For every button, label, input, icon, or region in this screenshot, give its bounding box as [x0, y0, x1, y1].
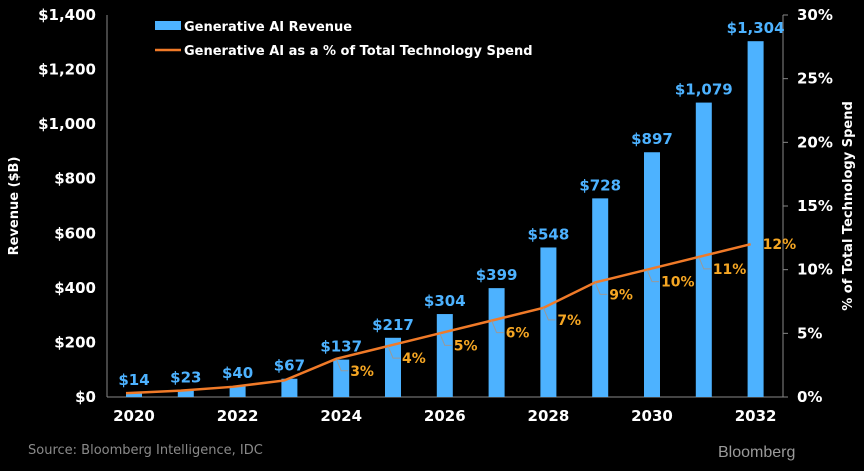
percent-label: 12%	[763, 237, 797, 253]
y2-tick-label: 5%	[797, 324, 822, 342]
bar-value-label: $304	[424, 292, 466, 310]
y-tick-label: $1,200	[38, 61, 96, 79]
bar	[747, 41, 764, 398]
bar	[436, 314, 453, 397]
y2-tick-label: 15%	[797, 197, 833, 215]
y2-tick-label: 0%	[797, 388, 822, 406]
bar-value-label: $40	[222, 364, 253, 382]
bar-value-label: $23	[170, 369, 201, 387]
label-leader	[542, 307, 556, 321]
bar-value-label: $137	[320, 338, 362, 356]
bar	[385, 337, 401, 397]
bar-value-label: $897	[631, 130, 673, 148]
x-tick-label: 2032	[735, 407, 777, 425]
bar-value-label: $728	[579, 176, 621, 194]
legend-label: Generative AI as a % of Total Technology…	[184, 44, 533, 59]
x-tick-label: 2024	[320, 407, 362, 425]
bar-value-label: $399	[476, 266, 518, 284]
label-leader	[439, 333, 452, 346]
bar-value-label: $548	[528, 225, 570, 243]
percent-label: 11%	[713, 262, 747, 278]
y-tick-label: $1,000	[38, 115, 96, 133]
y-axis-title: Revenue ($B)	[7, 157, 22, 256]
bar-value-label: $14	[118, 371, 149, 389]
bar	[333, 359, 350, 397]
bar	[177, 390, 194, 397]
percent-label: 3%	[350, 364, 374, 380]
x-tick-label: 2026	[424, 407, 466, 425]
y2-tick-label: 20%	[797, 133, 833, 151]
label-leader	[646, 269, 659, 283]
y-tick-label: $800	[54, 170, 96, 188]
bar	[488, 288, 505, 397]
y2-tick-label: 25%	[797, 70, 833, 88]
legend-bar-swatch	[155, 21, 181, 30]
y-tick-label: $0	[75, 388, 96, 406]
y2-tick-label: 30%	[797, 6, 833, 24]
bar	[126, 393, 142, 397]
label-leader	[387, 345, 400, 359]
bar	[540, 247, 557, 397]
percent-label: 10%	[661, 275, 695, 291]
percent-label: 6%	[506, 326, 530, 342]
percent-label: 4%	[402, 351, 426, 367]
percent-label: 9%	[609, 287, 633, 303]
bar	[281, 378, 298, 397]
bloomberg-logo: Bloomberg	[718, 444, 796, 461]
bar-value-label: $1,304	[727, 19, 785, 37]
x-tick-label: 2028	[528, 407, 570, 425]
y2-axis-title: % of Total Technology Spend	[841, 101, 856, 311]
label-leader	[491, 320, 504, 334]
percent-label: 5%	[454, 338, 478, 354]
y-tick-label: $1,400	[38, 6, 96, 24]
bar	[644, 152, 660, 397]
legend-label: Generative AI Revenue	[184, 20, 352, 35]
bar-value-label: $67	[274, 357, 305, 375]
x-tick-label: 2030	[631, 407, 673, 425]
percent-label: 7%	[557, 313, 581, 329]
label-leader	[335, 358, 349, 372]
bar	[695, 102, 712, 397]
bar-value-label: $1,079	[675, 81, 733, 99]
bar	[592, 198, 609, 397]
y-tick-label: $400	[54, 279, 96, 297]
y2-tick-label: 10%	[797, 261, 833, 279]
y-tick-label: $600	[54, 224, 96, 242]
label-leader	[594, 282, 608, 295]
label-leader	[698, 256, 711, 270]
bar-value-label: $217	[372, 316, 414, 334]
x-tick-label: 2022	[217, 407, 259, 425]
x-tick-label: 2020	[113, 407, 155, 425]
bar	[229, 386, 246, 397]
y-tick-label: $200	[54, 333, 96, 351]
source-note: Source: Bloomberg Intelligence, IDC	[28, 443, 263, 458]
